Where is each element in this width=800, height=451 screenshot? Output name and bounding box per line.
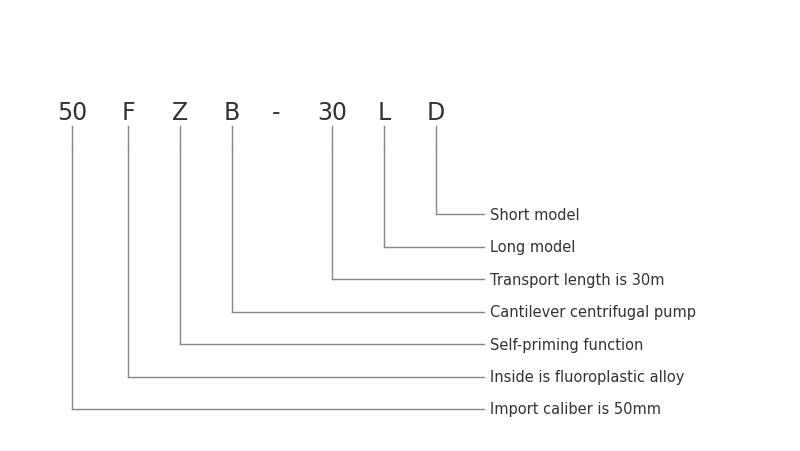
Text: MODEL MEANING: MODEL MEANING: [266, 21, 534, 49]
Text: Inside is fluoroplastic alloy: Inside is fluoroplastic alloy: [490, 369, 685, 384]
Text: -: -: [272, 101, 280, 125]
Text: 30: 30: [317, 101, 347, 125]
Text: Cantilever centrifugal pump: Cantilever centrifugal pump: [490, 304, 696, 319]
Text: Self-priming function: Self-priming function: [490, 337, 644, 352]
Text: 50: 50: [57, 101, 87, 125]
Text: Transport length is 30m: Transport length is 30m: [490, 272, 665, 287]
Text: D: D: [427, 101, 445, 125]
Text: B: B: [224, 101, 240, 125]
Text: Z: Z: [172, 101, 188, 125]
Text: Import caliber is 50mm: Import caliber is 50mm: [490, 401, 662, 417]
Text: F: F: [121, 101, 135, 125]
Text: Long model: Long model: [490, 239, 576, 255]
Text: L: L: [378, 101, 390, 125]
Text: Short model: Short model: [490, 207, 580, 222]
